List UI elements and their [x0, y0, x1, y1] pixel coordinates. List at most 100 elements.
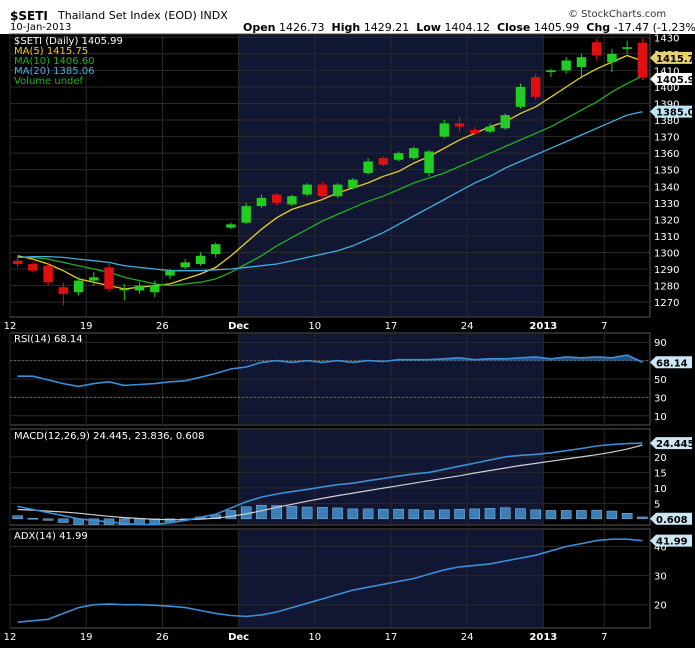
brand-logo[interactable]: © StockCharts.com [568, 9, 667, 20]
rsi-last-tag: 68.14 [650, 356, 692, 369]
macd-histogram-bar [454, 508, 465, 520]
candle-body [332, 184, 343, 197]
y-tick-label: 10 [654, 484, 667, 495]
candle-body [195, 255, 206, 265]
y-tick-label: 1280 [654, 282, 679, 293]
macd-histogram-bar [271, 505, 282, 520]
x-tick-label-bottom: 12 [4, 632, 17, 643]
macd-histogram-bar [42, 518, 54, 521]
macd-histogram-bar [576, 510, 587, 520]
legend-ma20: MA(20) 1385.06 [14, 66, 95, 77]
candle-body [622, 47, 632, 49]
candle-body [485, 126, 495, 132]
candle-body [607, 53, 617, 63]
x-tick-label-bottom: 7 [601, 632, 607, 643]
macd-histogram-bar [12, 515, 23, 520]
x-tick-label-bottom: 17 [385, 632, 398, 643]
macd-histogram-bar [27, 517, 39, 520]
x-tick-label: 19 [80, 321, 93, 332]
y-tick-label: 1360 [654, 149, 679, 160]
candle-body [89, 277, 99, 281]
macd-histogram-bar [439, 509, 450, 520]
y-tick-label: 1430 [654, 33, 679, 44]
candle-body [348, 179, 358, 188]
candle-body [637, 42, 648, 78]
candle-body [58, 287, 69, 294]
svg-text:41.99: 41.99 [656, 537, 688, 548]
svg-text:68.14: 68.14 [656, 358, 688, 369]
macd-histogram-bar [378, 508, 389, 520]
macd-histogram-bar [393, 508, 404, 520]
candle-body [180, 262, 190, 268]
rsi-line [17, 354, 643, 388]
macd-histogram-bar [317, 507, 328, 520]
macd-histogram-bar [301, 506, 313, 520]
y-tick-label: 10 [654, 412, 667, 423]
y-tick-label: 90 [654, 338, 667, 349]
y-tick-label: 20 [654, 453, 667, 464]
y-tick-label: 1290 [654, 265, 679, 276]
macd-histogram-bar [499, 507, 511, 520]
y-tick-label: 1400 [654, 83, 679, 94]
chart-header: $SETI Thailand Set Index (EOD) INDX 10-J… [0, 0, 695, 34]
macd-histogram-bar [332, 507, 343, 520]
candle-body [119, 288, 130, 291]
x-tick-label-bottom: 24 [461, 632, 474, 643]
candle-body [515, 86, 526, 107]
candle-body [73, 280, 84, 293]
candle-body [546, 70, 556, 73]
y-tick-label: 1340 [654, 182, 679, 193]
macd-line [17, 442, 643, 526]
candle-body [241, 206, 251, 223]
candle-body [530, 77, 541, 97]
y-tick-label: 15 [654, 468, 667, 479]
candle-body [424, 151, 434, 174]
x-tick-label: 10 [308, 321, 321, 332]
adx-title: ADX(14) 41.99 [14, 531, 88, 542]
legend-ma10: MA(10) 1406.60 [14, 56, 95, 67]
y-tick-label: 50 [654, 375, 667, 386]
adx-line [17, 538, 643, 623]
candle-body [576, 57, 587, 68]
ma5-last-tag: 1415.75 [650, 51, 695, 65]
candle-body [256, 197, 267, 207]
symbol: $SETI [10, 9, 48, 23]
candle-body [561, 60, 571, 71]
x-tick-label: Dec [228, 321, 249, 332]
x-tick-label-bottom: 19 [80, 632, 93, 643]
y-tick-label: 20 [654, 601, 667, 612]
x-tick-label: 12 [4, 321, 17, 332]
candle-body [317, 184, 328, 197]
x-tick-label-bottom: Dec [228, 632, 249, 643]
macd-histogram-bar [515, 508, 526, 520]
macd-histogram-bar [119, 518, 130, 525]
candle-body [409, 148, 419, 159]
macd-signal-line [17, 444, 643, 521]
macd-histogram-bar [606, 510, 618, 520]
svg-text:1405.99: 1405.99 [656, 75, 695, 86]
y-tick-label: 5 [654, 499, 660, 510]
candle-body [104, 267, 114, 289]
x-tick-label-bottom: 2013 [529, 632, 557, 643]
candle-body [287, 196, 297, 205]
date: 10-Jan-2013 [10, 22, 72, 33]
y-tick-label: 40 [654, 542, 667, 553]
macd-last-tag: 24.445 [650, 437, 695, 450]
ma20-line [17, 111, 643, 272]
macd-histogram-bar [362, 508, 374, 520]
x-tick-label-bottom: 26 [156, 632, 169, 643]
candle-body [226, 224, 236, 228]
ma5-line [17, 54, 643, 290]
y-tick-label: 1370 [654, 133, 679, 144]
candle-body [302, 184, 312, 195]
candle-body [12, 260, 23, 265]
macd-histogram-bar [591, 509, 602, 520]
macd-histogram-bar [347, 508, 359, 520]
svg-text:24.445: 24.445 [656, 439, 695, 450]
y-tick-label: 1350 [654, 166, 679, 177]
macd-histogram-bar [286, 505, 298, 520]
candle-body [378, 158, 389, 165]
macd-histogram-bar [423, 510, 435, 520]
candle-body [500, 115, 510, 129]
